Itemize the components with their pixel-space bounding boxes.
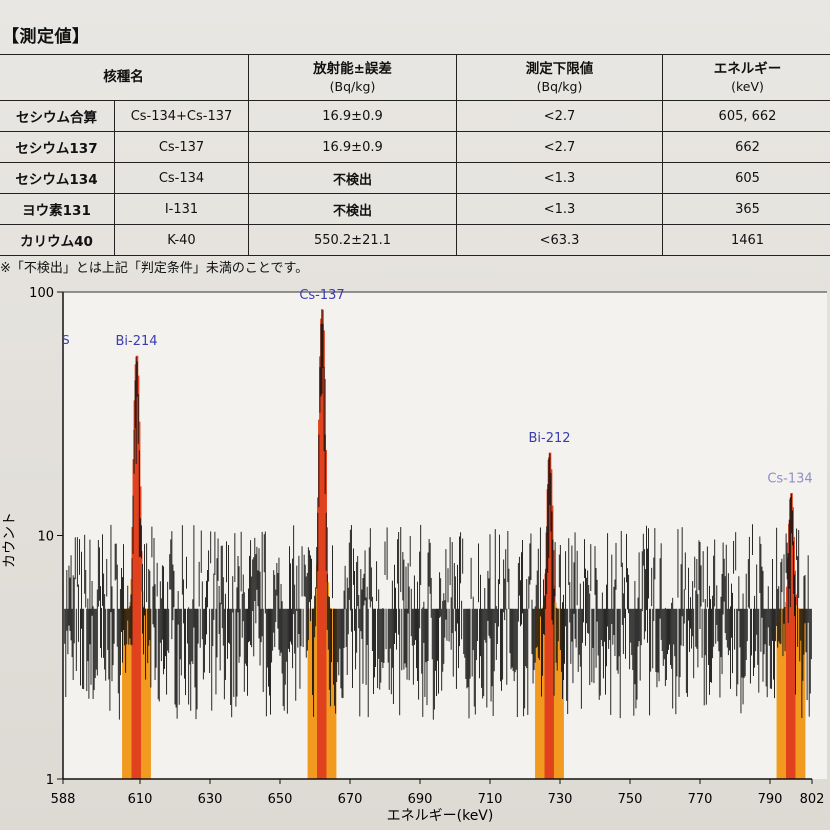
nuclide-name: セシウム134	[0, 162, 115, 194]
lower-limit-value: <1.3	[456, 193, 663, 225]
peak-label: Bi-214	[115, 334, 157, 349]
spectrum-layer	[64, 309, 812, 779]
nuclide-symbol: Cs-137	[114, 131, 249, 163]
lower-limit-value: <63.3	[456, 224, 663, 256]
x-tick-label: 650	[268, 792, 293, 807]
peak-fill-bar	[148, 608, 151, 779]
y-axis-label: カウント	[2, 512, 18, 568]
x-tick-label: 730	[548, 792, 573, 807]
table-row: ヨウ素131 I-131 不検出 <1.3 365	[0, 193, 830, 225]
lower-limit-value: <2.7	[456, 100, 663, 132]
x-tick-label: 770	[688, 792, 713, 807]
activity-value: 16.9±0.9	[248, 131, 457, 163]
header-activity: 放射能±誤差 (Bq/kg)	[248, 54, 457, 101]
peak-label: Bi-212	[528, 431, 570, 446]
peak-fill-bar	[333, 608, 337, 779]
header-nuclide: 核種名	[0, 54, 249, 101]
x-tick-label: 610	[128, 792, 153, 807]
nuclide-name: セシウム137	[0, 131, 115, 163]
edge-label: S	[62, 333, 70, 347]
nuclide-name: カリウム40	[0, 224, 115, 256]
x-tick-label: 670	[338, 792, 363, 807]
activity-value: 不検出	[248, 162, 457, 194]
energy-value: 365	[662, 193, 830, 225]
y-tick-label: 10	[37, 530, 54, 545]
x-tick-label: 750	[618, 792, 643, 807]
energy-value: 662	[662, 131, 830, 163]
activity-value: 16.9±0.9	[248, 100, 457, 132]
nuclide-symbol: K-40	[114, 224, 249, 256]
nuclide-symbol: Cs-134+Cs-137	[114, 100, 249, 132]
gamma-spectrum-chart: 588 610 630 650 670 690 710 730 750 770 790 802 1 10…	[2, 286, 827, 824]
section-title: 【測定値】	[2, 27, 90, 47]
table-row: カリウム40 K-40 550.2±21.1 <63.3 1461	[0, 224, 830, 256]
x-tick-label: 790	[758, 792, 783, 807]
nuclide-symbol: Cs-134	[114, 162, 249, 194]
results-table: 核種名 放射能±誤差 (Bq/kg) 測定下限値 (Bq/kg) エネルギー (…	[0, 54, 830, 256]
peak-fill-bar	[802, 608, 806, 779]
energy-value: 605, 662	[662, 100, 830, 132]
activity-value: 550.2±21.1	[248, 224, 457, 256]
y-axis-ticks: 1 10 100	[29, 286, 63, 788]
plot-area	[63, 292, 827, 779]
x-tick-label: 710	[478, 792, 503, 807]
nuclide-name: セシウム合算	[0, 100, 115, 132]
peak-labels: Bi-214 Cs-137 Bi-212 Cs-134	[115, 288, 812, 486]
x-tick-label: 802	[800, 792, 825, 807]
peak-label: Cs-134	[767, 472, 812, 487]
y-tick-label: 1	[46, 773, 54, 788]
header-energy: エネルギー (keV)	[662, 54, 830, 101]
table-header-row: 核種名 放射能±誤差 (Bq/kg) 測定下限値 (Bq/kg) エネルギー (…	[0, 54, 830, 101]
energy-value: 605	[662, 162, 830, 194]
x-tick-label: 630	[198, 792, 223, 807]
x-tick-label: 690	[408, 792, 433, 807]
table-row: セシウム134 Cs-134 不検出 <1.3 605	[0, 162, 830, 194]
table-row: セシウム合算 Cs-134+Cs-137 16.9±0.9 <2.7 605, …	[0, 100, 830, 132]
x-axis-label: エネルギー(keV)	[387, 808, 494, 824]
lower-limit-value: <1.3	[456, 162, 663, 194]
activity-value: 不検出	[248, 193, 457, 225]
nuclide-name: ヨウ素131	[0, 193, 115, 225]
x-tick-label: 588	[51, 792, 76, 807]
header-lower-limit: 測定下限値 (Bq/kg)	[456, 54, 663, 101]
peak-label: Cs-137	[299, 288, 344, 303]
lower-limit-value: <2.7	[456, 131, 663, 163]
x-axis-ticks: 588 610 630 650 670 690 710 730 750 770 790 802	[51, 779, 825, 807]
nuclide-symbol: I-131	[114, 193, 249, 225]
energy-value: 1461	[662, 224, 830, 256]
table-row: セシウム137 Cs-137 16.9±0.9 <2.7 662	[0, 131, 830, 163]
y-tick-label: 100	[29, 286, 54, 301]
footnote: ※「不検出」とは上記「判定条件」未満のことです。	[0, 261, 309, 276]
